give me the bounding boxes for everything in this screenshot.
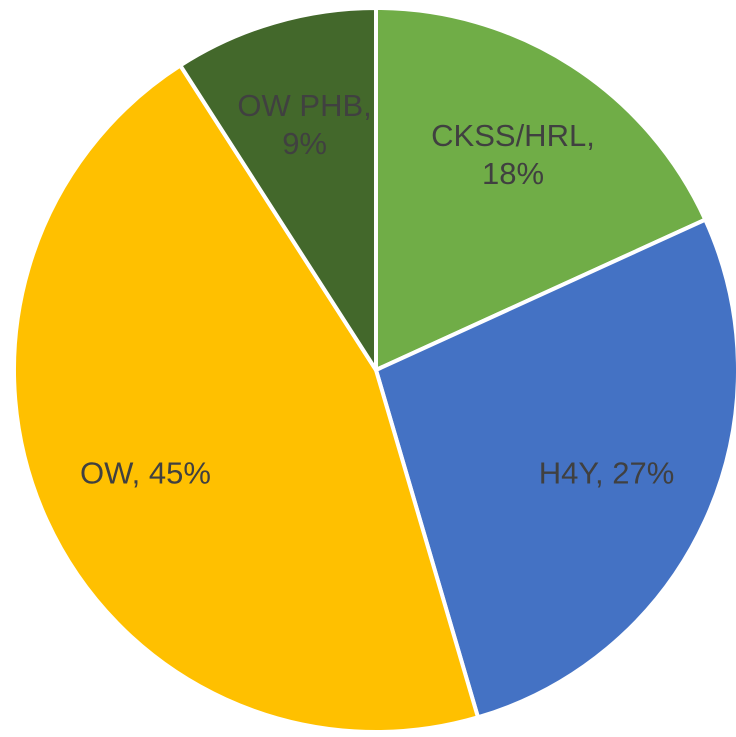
pie-slice: OW PHB — [177, 5, 378, 377]
data-label: OW, 45% — [80, 455, 211, 490]
data-label: OW PHB, 9% — [237, 88, 371, 161]
pie-slice: H4Y — [373, 216, 736, 720]
data-label: CKSS/HRL, 18% — [431, 118, 595, 191]
data-label: H4Y, 27% — [539, 455, 675, 490]
pie-slice: OW — [12, 62, 481, 734]
pie-slice: CKSS/HRL — [374, 5, 708, 374]
